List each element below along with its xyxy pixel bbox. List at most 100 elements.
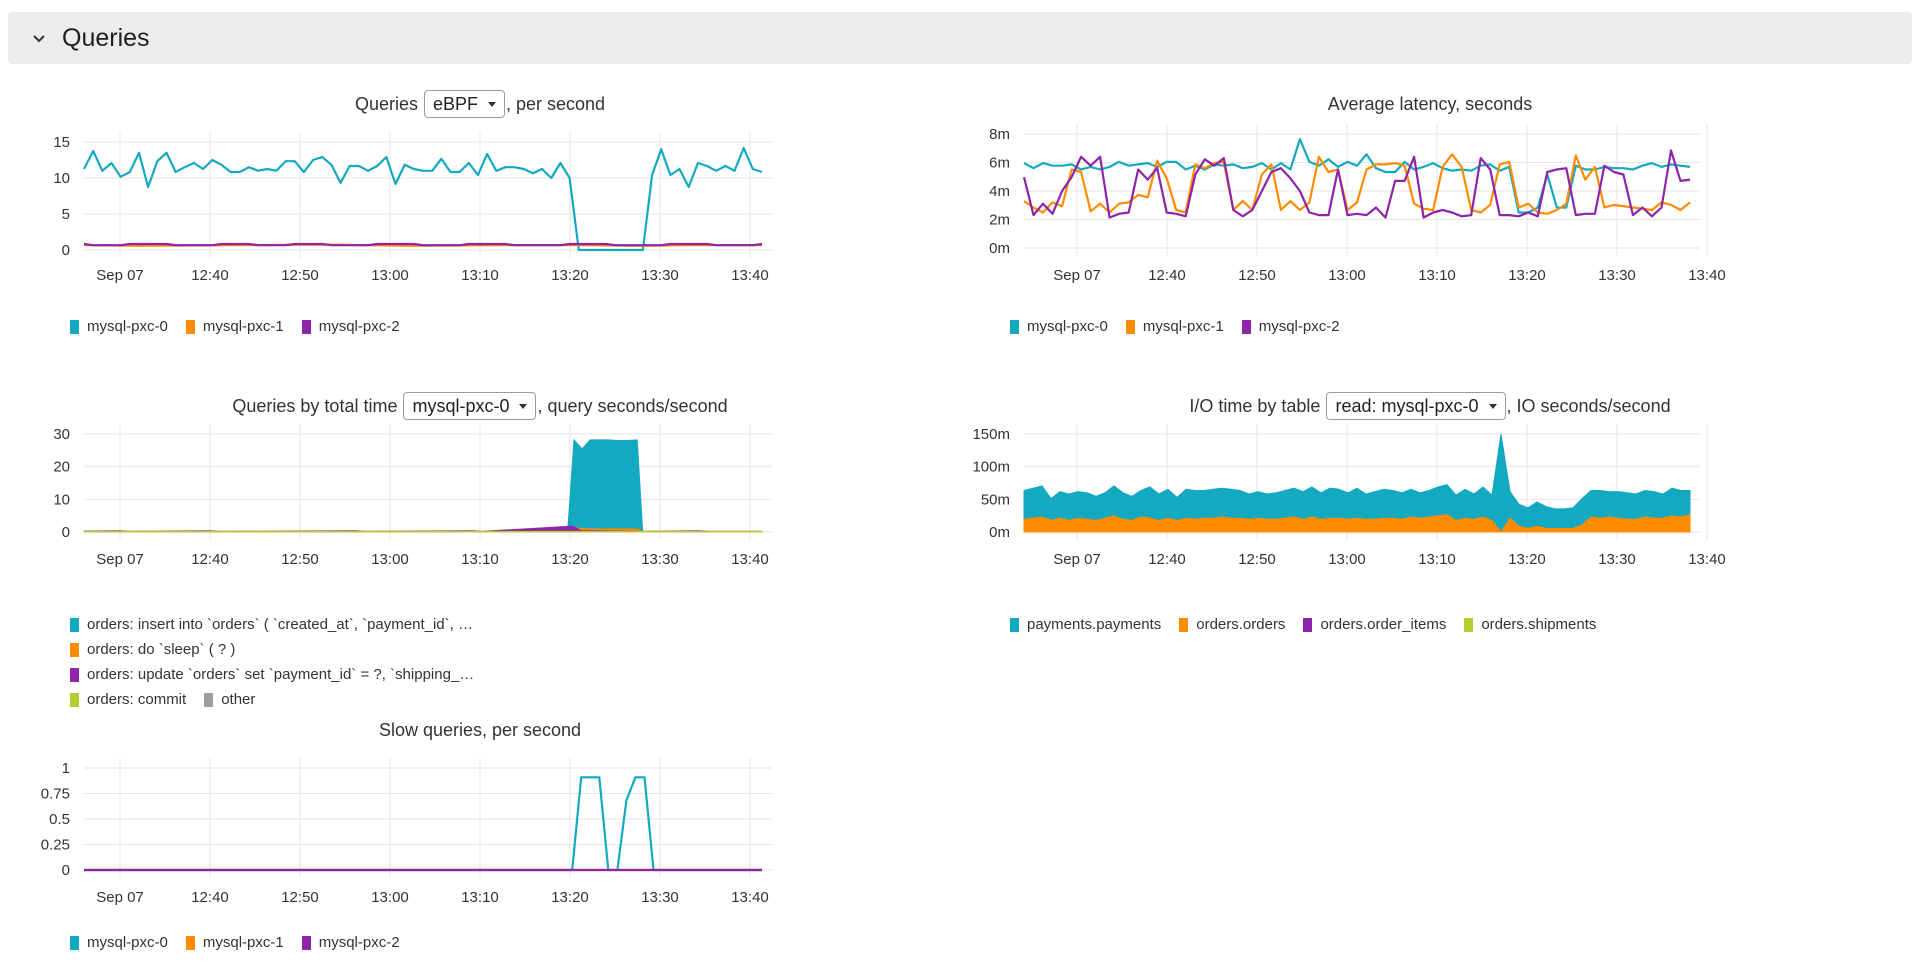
legend-item[interactable]: orders: do `sleep` ( ? ) [70, 641, 235, 658]
latency-chart[interactable]: 0m 2m 4m 6m 8m Sep 07 12:40 12:50 13:00 13:10 13:2… [960, 122, 1900, 342]
panel-title-suffix: , per second [506, 93, 606, 114]
legend-label: orders: update `orders` set `payment_id`… [87, 666, 475, 683]
source-select[interactable]: eBPF [423, 90, 505, 118]
y-tick-label: 0.75 [41, 786, 70, 803]
x-tick-label: 12:40 [191, 267, 229, 284]
panel-title-prefix: Queries by total time [232, 395, 398, 416]
legend-label: mysql-pxc-1 [202, 318, 284, 335]
x-tick-label: 13:00 [371, 551, 409, 568]
caret-down-icon [519, 403, 528, 409]
legend-label: mysql-pxc-0 [1027, 318, 1108, 335]
series-area [1023, 433, 1691, 533]
slow-queries-chart[interactable]: 0 0.25 0.5 0.75 1 Sep 07 12:40 12:50 13:00 13:10 1… [20, 748, 940, 968]
legend-label: mysql-pxc-1 [202, 934, 284, 951]
y-tick-label: 0m [989, 240, 1010, 257]
x-tick-label: 12:50 [281, 551, 319, 568]
legend-label: orders.order_items [1320, 616, 1447, 633]
y-tick-label: 30 [53, 426, 70, 443]
x-tick-label: 13:00 [371, 889, 409, 906]
legend-label: mysql-pxc-2 [1258, 318, 1340, 335]
legend-item[interactable]: mysql-pxc-2 [301, 934, 400, 951]
x-tick-label: 13:20 [1508, 551, 1546, 568]
x-tick-label: 13:30 [641, 267, 679, 284]
x-tick-label: 13:40 [731, 889, 769, 906]
x-tick-label: 13:20 [551, 889, 589, 906]
legend-label: orders.shipments [1481, 616, 1597, 633]
y-tick-label: 5 [62, 206, 70, 223]
x-tick-label: 13:20 [551, 551, 589, 568]
x-tick-label: 13:30 [1598, 551, 1636, 568]
x-tick-label: 13:00 [1328, 267, 1366, 284]
legend-item[interactable]: mysql-pxc-1 [185, 934, 284, 951]
series-line [1023, 138, 1691, 214]
panel-title: Queries by total time mysql-pxc-0 , quer… [20, 388, 940, 424]
series-line [83, 242, 763, 247]
legend-item[interactable]: other [204, 691, 255, 708]
legend-swatch [1179, 617, 1189, 632]
legend-item[interactable]: orders: update `orders` set `payment_id`… [70, 666, 474, 683]
legend-item[interactable]: orders: insert into `orders` ( `created_… [70, 616, 473, 633]
queries-panel: Queries eBPF , per second 0 5 10 15 Sep 07 12… [20, 86, 940, 356]
legend-label: orders.orders [1196, 616, 1286, 633]
total-time-chart[interactable]: 0 10 20 30 Sep 07 12:40 12:50 13:00 13:10 13:20 13… [20, 424, 940, 634]
legend-item[interactable]: mysql-pxc-1 [185, 318, 284, 335]
x-tick-label: 12:40 [191, 889, 229, 906]
instance-select[interactable]: mysql-pxc-0 [403, 392, 537, 420]
y-tick-label: 0 [62, 524, 70, 541]
x-tick-label: 13:10 [1418, 551, 1456, 568]
x-tick-label: 13:10 [1418, 267, 1456, 284]
x-tick-label: Sep 07 [1053, 551, 1101, 568]
x-tick-label: 13:20 [551, 267, 589, 284]
io-time-panel: I/O time by table read: mysql-pxc-0 , IO… [960, 388, 1900, 638]
legend-item[interactable]: payments.payments [1010, 616, 1161, 633]
legend-item[interactable]: orders.orders [1179, 616, 1285, 633]
legend-item[interactable]: mysql-pxc-0 [1010, 318, 1108, 335]
legend-item[interactable]: mysql-pxc-2 [1241, 318, 1340, 335]
caret-down-icon [488, 101, 496, 107]
panel-title: Average latency, seconds [960, 86, 1900, 122]
io-time-chart[interactable]: 0m 50m 100m 150m Sep 07 12:40 12:50 13:00 13:10 1… [960, 424, 1900, 634]
series-line [83, 146, 763, 252]
legend-item[interactable]: orders.shipments [1464, 616, 1596, 633]
panel-title-prefix: Queries [354, 93, 418, 114]
legend-swatch [1010, 319, 1019, 334]
section-header[interactable]: Queries [8, 12, 1912, 64]
legend-label: orders: do `sleep` ( ? ) [87, 641, 236, 658]
chart-legend: orders: insert into `orders` ( `created_… [70, 616, 590, 708]
x-tick-label: 13:40 [1688, 551, 1726, 568]
legend-item[interactable]: orders.order_items [1303, 616, 1446, 633]
y-tick-label: 6m [989, 155, 1010, 172]
queries-chart[interactable]: 0 5 10 15 Sep 07 12:40 12:50 13:00 13:10 13:20 13:… [20, 122, 940, 342]
legend-item[interactable]: mysql-pxc-2 [301, 318, 400, 335]
panel-title-suffix: , IO seconds/second [1506, 395, 1671, 416]
x-tick-label: 12:50 [1238, 551, 1276, 568]
legend-swatch [185, 319, 195, 334]
x-tick-label: 13:10 [461, 551, 499, 568]
legend-label: orders: commit [87, 691, 187, 708]
legend-label: other [221, 691, 256, 708]
instance-select-value: mysql-pxc-0 [412, 395, 510, 416]
legend-swatch [204, 692, 214, 707]
chevron-down-icon[interactable] [30, 29, 48, 47]
legend-item[interactable]: orders: commit [70, 691, 186, 708]
panel-title: Slow queries, per second [20, 712, 940, 748]
panel-title: Queries eBPF , per second [20, 86, 940, 122]
legend-swatch [1241, 319, 1251, 334]
x-tick-label: 12:50 [281, 889, 319, 906]
legend-item[interactable]: mysql-pxc-0 [70, 934, 168, 951]
y-tick-label: 8m [989, 126, 1010, 143]
legend-swatch [301, 935, 311, 950]
x-tick-label: 13:20 [1508, 267, 1546, 284]
legend-label: mysql-pxc-2 [318, 934, 400, 951]
y-tick-label: 0.25 [41, 837, 70, 854]
legend-item[interactable]: mysql-pxc-0 [70, 318, 168, 335]
x-tick-label: Sep 07 [1053, 267, 1101, 284]
io-mode-select-value: read: mysql-pxc-0 [1335, 395, 1479, 416]
x-tick-label: 13:10 [461, 889, 499, 906]
io-mode-select[interactable]: read: mysql-pxc-0 [1326, 392, 1506, 420]
series-line [1023, 153, 1691, 215]
legend-swatch [70, 617, 79, 632]
legend-item[interactable]: mysql-pxc-1 [1125, 318, 1224, 335]
y-tick-label: 1 [62, 760, 70, 777]
y-tick-label: 2m [989, 212, 1010, 229]
